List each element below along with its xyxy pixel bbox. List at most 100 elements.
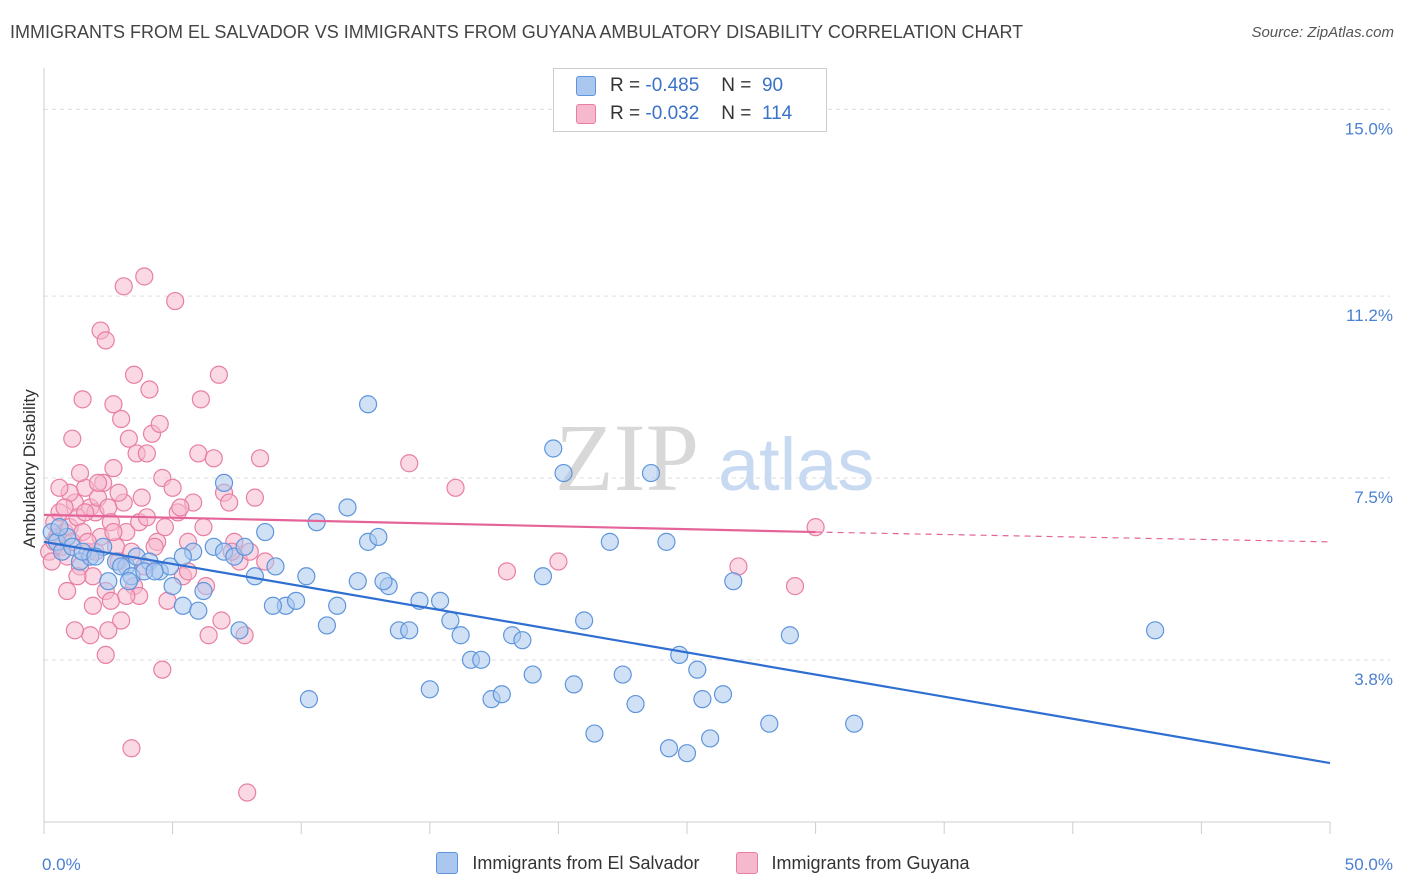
guyana-point xyxy=(446,478,465,497)
tick-labels: 3.8% 7.5% 11.2% 15.0% 0.0% 50.0% xyxy=(42,119,1393,874)
el-salvador-point xyxy=(533,567,553,586)
series-legend-el-salvador[interactable]: Immigrants from El Salvador xyxy=(436,852,700,874)
el-salvador-point xyxy=(119,572,138,591)
el-salvador-trend-line xyxy=(43,540,1331,765)
series-legend-guyana[interactable]: Immigrants from Guyana xyxy=(735,852,970,874)
legend-r-value: -0.032 xyxy=(645,103,700,124)
el-salvador-point xyxy=(693,690,712,709)
guyana-point xyxy=(55,498,74,517)
el-salvador-point xyxy=(173,596,192,615)
grid-lines xyxy=(44,108,1390,661)
watermark-zip: ZIP xyxy=(555,404,699,511)
guyana-point xyxy=(124,365,144,384)
guyana-point xyxy=(114,277,133,296)
guyana-point xyxy=(70,463,90,483)
el-salvador-point xyxy=(214,473,234,493)
el-salvador-point xyxy=(724,572,743,591)
el-salvador-point xyxy=(230,621,249,640)
series-name-guyana: Immigrants from Guyana xyxy=(771,852,970,873)
legend-n-value: 90 xyxy=(761,75,784,96)
el-salvador-point xyxy=(430,591,450,610)
guyana-point xyxy=(163,478,182,497)
legend-n-label: N = xyxy=(721,75,752,96)
el-salvador-point xyxy=(369,527,388,547)
guyana-point xyxy=(549,552,568,571)
guyana-point xyxy=(88,473,108,493)
guyana-point xyxy=(400,454,419,473)
el-salvador-point xyxy=(670,645,689,665)
stats-legend: R = -0.485 N = 90 R = -0.032 N = 114 xyxy=(553,68,827,132)
y-tick-label: 3.8% xyxy=(1354,670,1393,689)
el-salvador-point xyxy=(659,739,679,758)
guyana-point xyxy=(132,488,151,507)
el-salvador-point xyxy=(266,557,285,576)
el-salvador-point xyxy=(554,463,573,483)
el-salvador-point xyxy=(256,522,275,542)
el-salvador-point xyxy=(317,616,337,635)
series-legend: Immigrants from El Salvador Immigrants f… xyxy=(0,852,1406,874)
guyana-point xyxy=(65,621,84,640)
guyana-point xyxy=(135,267,154,286)
axes xyxy=(43,68,1331,834)
el-salvador-point xyxy=(235,537,254,556)
trend-lines xyxy=(43,513,1331,765)
el-salvador-point xyxy=(575,611,594,630)
guyana-point xyxy=(109,483,128,502)
y-tick-label: 15.0% xyxy=(1345,119,1393,138)
legend-row-el-salvador: R = -0.485 N = 90 xyxy=(576,73,783,99)
el-salvador-point xyxy=(760,714,779,733)
guyana-point xyxy=(83,596,102,615)
guyana-points xyxy=(40,267,825,802)
el-salvador-point xyxy=(641,463,661,483)
guyana-point xyxy=(104,522,123,542)
el-salvador-point xyxy=(523,665,542,684)
guyana-point xyxy=(96,331,115,350)
series-swatch-blue xyxy=(436,852,459,874)
chart-title: IMMIGRANTS FROM EL SALVADOR VS IMMIGRANT… xyxy=(10,22,1024,42)
el-salvador-point xyxy=(263,596,283,615)
guyana-point xyxy=(204,449,223,468)
guyana-point xyxy=(171,498,190,517)
guyana-point xyxy=(122,739,141,758)
el-salvador-point xyxy=(99,572,118,591)
guyana-point xyxy=(50,478,69,497)
el-salvador-point xyxy=(299,690,319,709)
el-salvador-point xyxy=(1146,621,1165,640)
el-salvador-point xyxy=(328,596,347,615)
el-salvador-point xyxy=(688,660,707,679)
guyana-point xyxy=(119,429,138,448)
el-salvador-point xyxy=(513,631,532,650)
el-salvador-point xyxy=(50,518,69,537)
guyana-point xyxy=(199,626,218,645)
guyana-point xyxy=(806,518,825,537)
guyana-point xyxy=(245,488,265,507)
guyana-point xyxy=(117,586,136,606)
guyana-point xyxy=(104,459,123,478)
guyana-point xyxy=(81,626,100,645)
guyana-point xyxy=(191,390,210,409)
el-salvador-point xyxy=(613,665,632,684)
el-salvador-point xyxy=(374,572,393,591)
guyana-point xyxy=(785,577,805,596)
guyana-point xyxy=(140,380,159,399)
el-salvador-point xyxy=(472,650,491,669)
watermark-atlas: atlas xyxy=(718,423,874,506)
legend-row-guyana: R = -0.032 N = 114 xyxy=(576,101,792,127)
el-salvador-point xyxy=(358,395,378,414)
guyana-point xyxy=(96,645,115,665)
guyana-point xyxy=(112,409,131,429)
el-salvador-point xyxy=(420,680,439,699)
guyana-point xyxy=(212,611,231,630)
el-salvador-point xyxy=(585,724,604,743)
guyana-point xyxy=(194,518,213,537)
el-salvador-point xyxy=(348,572,367,591)
el-salvador-point xyxy=(286,591,306,610)
el-salvador-point xyxy=(441,611,460,630)
el-salvador-point xyxy=(600,532,619,551)
guyana-point xyxy=(209,365,228,384)
guyana-point xyxy=(497,562,517,581)
guyana-point xyxy=(150,414,169,434)
guyana-point xyxy=(101,591,120,610)
guyana-point xyxy=(137,444,156,463)
series-name-el-salvador: Immigrants from El Salvador xyxy=(472,852,700,873)
